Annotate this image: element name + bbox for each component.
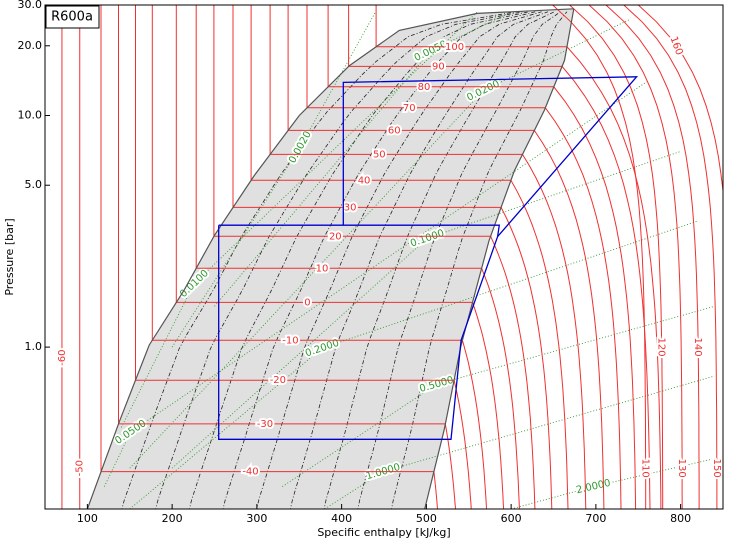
density-label: 2.0000 — [575, 478, 612, 497]
saturation-curve — [86, 8, 574, 509]
x-tick-label: 800 — [670, 512, 691, 525]
isotherm-label: 90 — [432, 61, 445, 72]
x-tick-label: 500 — [416, 512, 437, 525]
density-line — [171, 11, 376, 348]
isotherm — [348, 5, 651, 509]
y-tick-label: 1.0 — [25, 340, 43, 353]
isotherm — [588, 5, 683, 509]
x-tick-label: 100 — [77, 512, 98, 525]
isotherm — [135, 5, 472, 509]
isotherm-label: 30 — [344, 202, 357, 213]
isotherm — [375, 5, 662, 509]
isotherm-label: 130 — [676, 459, 687, 478]
plot-frame — [44, 4, 724, 510]
isotherm — [327, 5, 637, 509]
plot-area: 0.00200.00500.01000.02000.05000.10000.20… — [55, 5, 723, 509]
isotherm — [213, 5, 536, 509]
isotherm — [151, 5, 487, 509]
chart-title: R600a — [51, 10, 93, 25]
x-tick-label: 300 — [246, 512, 267, 525]
isotherm-label: 60 — [388, 125, 401, 136]
isotherm-label: -30 — [257, 419, 273, 430]
quality-line — [222, 11, 536, 509]
y-tick-label: 10.0 — [18, 109, 43, 122]
quality-line — [188, 11, 529, 509]
y-tick-label: 5.0 — [25, 178, 43, 191]
dome-fill — [87, 8, 574, 509]
x-tick-label: 700 — [585, 512, 606, 525]
isotherm-label: 40 — [358, 175, 371, 186]
isotherm-label: 80 — [418, 82, 431, 93]
isotherm — [623, 5, 718, 509]
y-axis-label: Pressure [bar] — [3, 218, 16, 295]
isotherm — [195, 5, 520, 509]
isotherm — [232, 5, 553, 509]
isotherm-label: 120 — [656, 338, 667, 357]
isotherm-label: 10 — [316, 263, 329, 274]
isotherm-label: 100 — [445, 42, 464, 53]
isotherm-label: -40 — [242, 467, 258, 478]
isotherm — [269, 5, 587, 509]
isotherm — [637, 5, 723, 196]
isotherm-label: 140 — [692, 338, 703, 357]
isotherm-label: -50 — [75, 460, 86, 476]
isotherm — [175, 5, 505, 509]
quality-line — [290, 11, 549, 509]
isotherm-label: 110 — [640, 459, 651, 478]
density-line — [214, 11, 512, 307]
isotherm-label: -20 — [270, 375, 286, 386]
density-line — [510, 458, 715, 509]
isotherm-label: 160 — [668, 35, 685, 57]
x-tick-label: 200 — [162, 512, 183, 525]
cycle-line — [342, 76, 639, 238]
isotherm — [118, 5, 456, 509]
isotherm-label: -10 — [282, 335, 298, 346]
density-line — [171, 150, 681, 469]
isotherm — [100, 5, 438, 509]
quality-line — [357, 11, 561, 509]
isotherm-label: -60 — [57, 350, 68, 366]
quality-line — [256, 11, 542, 509]
x-axis-label: Specific enthalpy [kJ/kg] — [317, 526, 450, 539]
density-line — [103, 81, 647, 487]
quality-line — [323, 11, 555, 509]
y-tick-label: 30.0 — [18, 0, 43, 11]
isotherm-label: 150 — [711, 459, 722, 478]
quality-line — [121, 11, 517, 509]
quality-line — [391, 11, 568, 509]
isotherm — [605, 5, 700, 509]
isotherm — [250, 5, 569, 509]
x-tick-label: 600 — [501, 512, 522, 525]
cycle-line — [218, 224, 501, 440]
isotherm — [287, 5, 605, 509]
saturation-curve — [424, 8, 575, 509]
legend-box — [45, 5, 100, 29]
isotherm — [552, 5, 647, 509]
isotherm-label: 50 — [373, 149, 386, 160]
isotherm-label: 0 — [304, 297, 310, 308]
isotherm-label: 70 — [403, 103, 416, 114]
quality-line — [155, 11, 523, 509]
y-tick-label: 20.0 — [18, 39, 43, 52]
x-tick-label: 400 — [331, 512, 352, 525]
isotherm — [569, 5, 664, 509]
isotherm-label: 20 — [329, 231, 342, 242]
isotherm — [306, 5, 622, 509]
